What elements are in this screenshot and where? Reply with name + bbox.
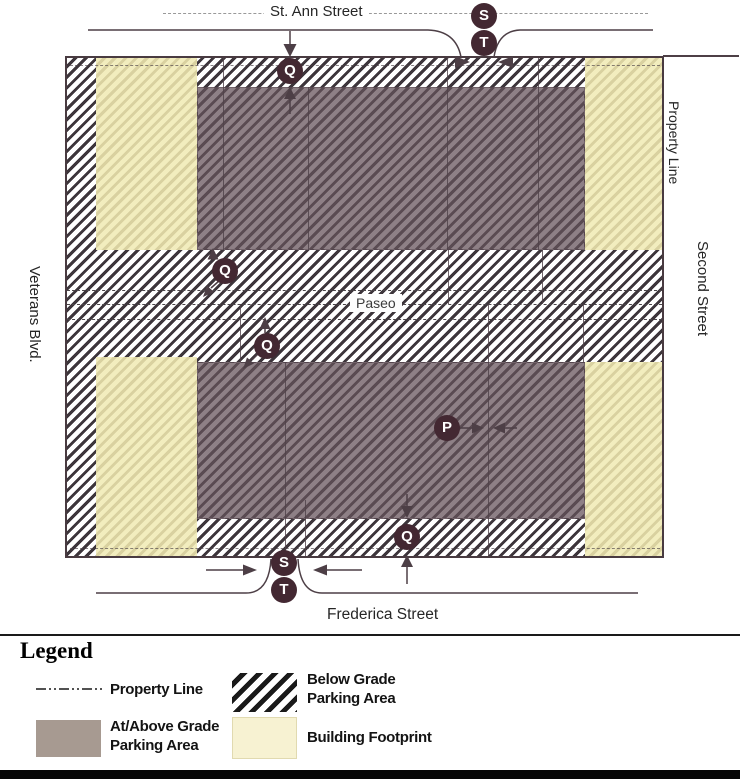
property-line-swatch (36, 688, 102, 690)
q-top-arrows (283, 31, 297, 114)
above-grade-parking-north-block (197, 87, 585, 250)
structure-line (542, 250, 543, 304)
street-label-second-street: Second Street (694, 241, 711, 337)
at-above-grade-swatch (36, 720, 101, 757)
structure-line (583, 304, 584, 362)
structure-line (240, 304, 241, 362)
property-line-label: Property Line (666, 101, 682, 185)
paseo-line (67, 290, 662, 291)
structure-line (305, 500, 306, 557)
marker-q-mid-lower: Q (254, 333, 280, 359)
below-grade-swatch (232, 673, 297, 712)
street-label-st-ann: St. Ann Street (264, 3, 369, 20)
paseo-line (67, 319, 662, 320)
marker-s-top: S (471, 3, 497, 29)
structure-line (223, 58, 224, 250)
legend-label-line: Parking Area (110, 736, 199, 754)
structure-line (285, 362, 286, 557)
legend-label-at-above-grade: At/Above Grade Parking Area (110, 718, 219, 755)
p-arrows (459, 422, 517, 434)
property-line-boundary (65, 56, 664, 558)
street-label-frederica: Frederica Street (327, 606, 439, 623)
property-line-dashed-top (70, 65, 660, 66)
marker-q-top: Q (277, 58, 303, 84)
top-leader-lines (88, 29, 653, 68)
marker-t-top: T (471, 30, 497, 56)
street-centerline-dashed (163, 13, 648, 14)
marker-q-mid-upper: Q (212, 258, 238, 284)
bottom-leader-lines (96, 558, 638, 594)
street-label-veterans-blvd: Veterans Blvd. (26, 266, 43, 363)
building-footprint-top-left (96, 58, 197, 250)
legend-title: Legend (20, 638, 93, 663)
q-bottom-arrows (401, 494, 413, 584)
legend-label-property-line: Property Line (110, 681, 203, 698)
legend-label-line: Below Grade (307, 671, 396, 688)
paseo-label: Paseo (350, 294, 402, 312)
marker-s-bottom: S (271, 550, 297, 576)
structure-line (448, 250, 449, 304)
property-line-dashed-bottom (70, 548, 660, 549)
legend-label-building-footprint: Building Footprint (307, 729, 432, 746)
legend-separator (0, 634, 740, 636)
above-grade-parking-south-block (197, 362, 585, 519)
bottom-rule-bar (0, 770, 740, 779)
marker-p: P (434, 415, 460, 441)
building-footprint-bottom-left (96, 357, 197, 556)
building-footprint-swatch (232, 717, 297, 759)
property-line-extension (663, 55, 739, 57)
marker-t-bottom: T (271, 577, 297, 603)
structure-line (538, 58, 539, 250)
legend-label-line: Parking Area (307, 689, 396, 707)
building-footprint-top-right (585, 58, 662, 250)
building-footprint-bottom-right (585, 362, 662, 556)
structure-line (308, 87, 309, 250)
marker-q-bottom: Q (394, 524, 420, 550)
legend-label-line: At/Above Grade (110, 718, 220, 735)
structure-line (447, 58, 448, 250)
structure-line (488, 304, 489, 557)
legend-label-below-grade: Below Grade Parking Area (307, 671, 396, 708)
